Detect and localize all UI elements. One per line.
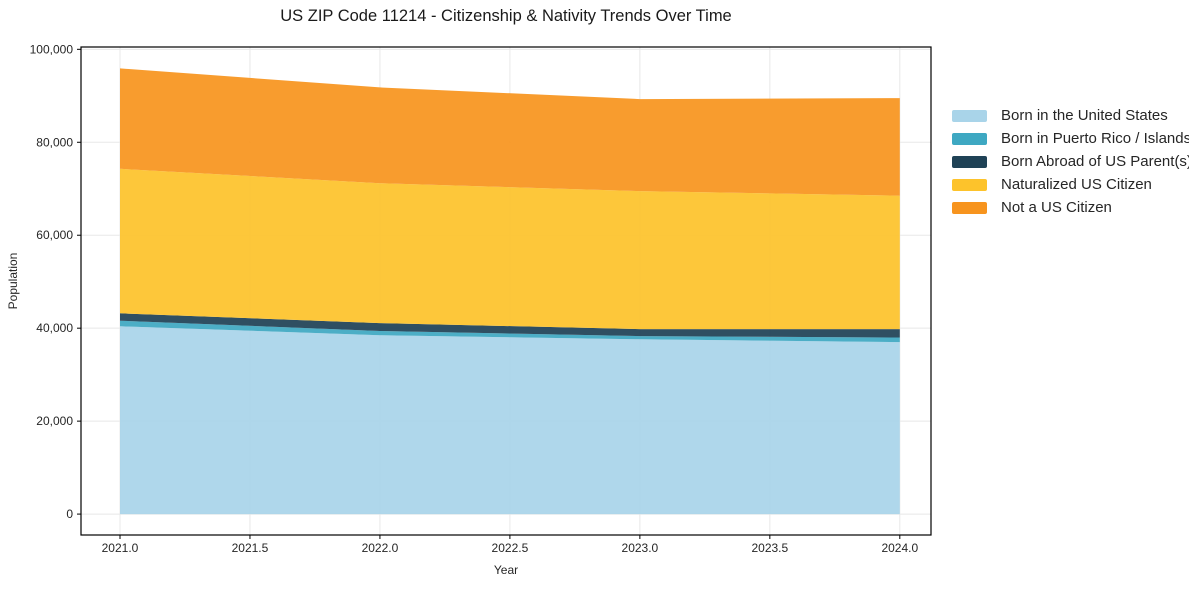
- y-tick-label: 60,000: [36, 228, 73, 242]
- x-tick-label: 2022.5: [492, 541, 529, 555]
- legend-swatch-icon: [952, 109, 987, 122]
- legend-swatch-icon: [952, 132, 987, 145]
- area-not-a-us-citizen: [120, 68, 900, 196]
- x-tick-label: 2021.0: [102, 541, 139, 555]
- x-tick-label: 2023.0: [622, 541, 659, 555]
- legend-item-born-abroad-of-us-parent-s: Born Abroad of US Parent(s): [952, 150, 1189, 173]
- area-born-in-the-united-states: [120, 326, 900, 515]
- legend-label: Born Abroad of US Parent(s): [1001, 153, 1189, 170]
- legend-swatch-icon: [952, 155, 987, 168]
- legend-item-not-a-us-citizen: Not a US Citizen: [952, 196, 1189, 219]
- legend-swatch-icon: [952, 178, 987, 191]
- area-born-abroad-of-us-parent-s: [120, 313, 900, 338]
- y-tick-label: 100,000: [30, 42, 74, 56]
- legend-item-born-in-puerto-rico-islands: Born in Puerto Rico / Islands: [952, 127, 1189, 150]
- legend-label: Born in the United States: [1001, 107, 1168, 124]
- x-axis-label: Year: [493, 563, 519, 577]
- y-tick-label: 40,000: [36, 321, 73, 335]
- legend-label: Naturalized US Citizen: [1001, 176, 1152, 193]
- x-tick-label: 2024.0: [881, 541, 918, 555]
- axes-spines: [80, 46, 932, 536]
- area-naturalized-us-citizen: [120, 168, 900, 330]
- x-tick-label: 2023.5: [751, 541, 788, 555]
- x-tick-label: 2022.0: [362, 541, 399, 555]
- legend-item-naturalized-us-citizen: Naturalized US Citizen: [952, 173, 1189, 196]
- y-tick-label: 0: [66, 507, 73, 521]
- legend-label: Not a US Citizen: [1001, 199, 1112, 216]
- y-tick-label: 20,000: [36, 414, 73, 428]
- chart-title: US ZIP Code 11214 - Citizenship & Nativi…: [280, 7, 732, 25]
- legend-item-born-in-the-united-states: Born in the United States: [952, 104, 1189, 127]
- legend-label: Born in Puerto Rico / Islands: [1001, 130, 1189, 147]
- area-born-in-puerto-rico-islands: [120, 320, 900, 343]
- y-tick-label: 80,000: [36, 135, 73, 149]
- legend: Born in the United States Born in Puerto …: [952, 104, 1189, 219]
- legend-swatch-icon: [952, 201, 987, 214]
- x-tick-label: 2021.5: [232, 541, 269, 555]
